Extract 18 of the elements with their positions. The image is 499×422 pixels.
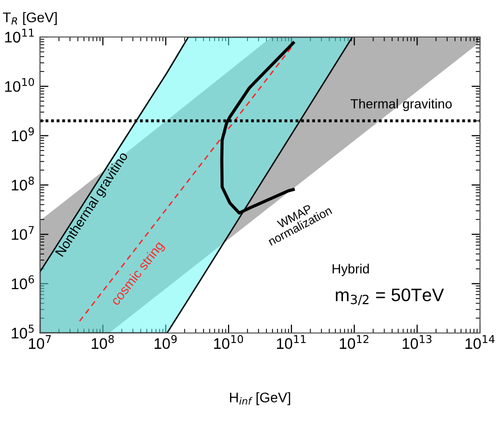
y-axis-title: T$_{R}$ [GeV] [2, 12, 57, 26]
annotation: m$_{3/2}$ = 50TeV [336, 288, 444, 306]
x-tick-label: 10$^{12}$ [340, 335, 368, 349]
x-tick-label: 10$^{10}$ [214, 335, 244, 349]
x-tick-label: 10$^{13}$ [402, 335, 432, 349]
x-axis-title: H$_{inf}$ [GeV] [230, 392, 290, 406]
y-tick-label: 10$^{10}$ [5, 78, 34, 92]
annotation: Hybrid [332, 264, 369, 276]
y-tick-label: 10$^{7}$ [12, 226, 34, 240]
annotation: Thermal gravitino [350, 98, 452, 112]
y-tick-label: 10$^{8}$ [12, 176, 34, 191]
y-tick-label: 10$^{6}$ [12, 275, 34, 290]
x-tick-label: 10$^{14}$ [466, 335, 495, 349]
y-tick-label: 10$^{9}$ [12, 127, 34, 142]
x-tick-label: 10$^{8}$ [92, 335, 114, 349]
x-tick-label: 10$^{9}$ [154, 335, 177, 349]
y-tick-label: 10$^{11}$ [5, 28, 34, 43]
x-tick-label: 10$^{11}$ [277, 335, 306, 349]
